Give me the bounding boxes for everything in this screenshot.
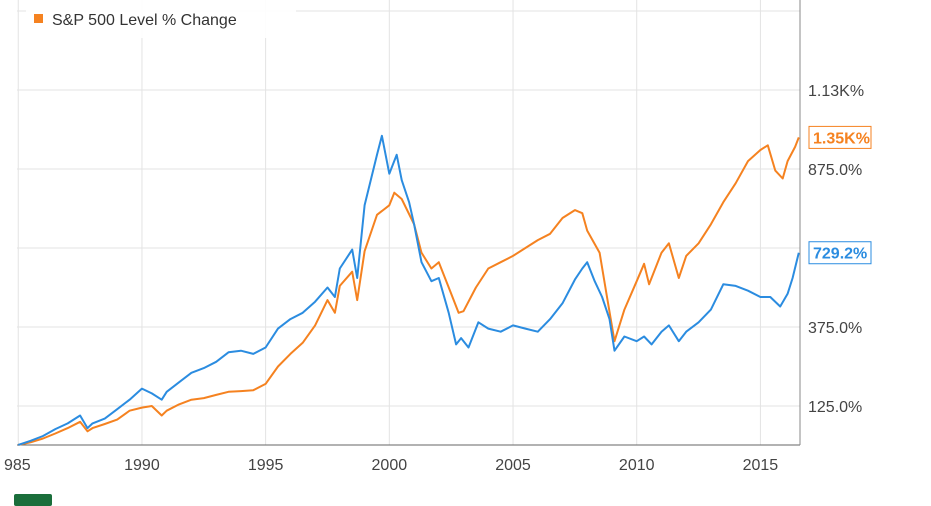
x-tick-label: 985 <box>4 457 31 474</box>
series-line-1 <box>17 134 800 446</box>
source-logo <box>14 494 52 506</box>
y-tick-labels: 125.0%375.0%625.0%875.0%1.13K% <box>808 83 864 416</box>
y-tick-label: 1.13K% <box>808 83 864 100</box>
end-label-box <box>808 241 872 265</box>
series-line-0 <box>17 137 800 446</box>
y-tick-label: 875.0% <box>808 162 862 179</box>
end-value-label: 1.35K% <box>813 130 870 147</box>
x-tick-label: 2010 <box>619 457 655 474</box>
legend-swatch <box>34 14 43 23</box>
legend-label: S&P 500 Level % Change <box>52 12 237 29</box>
x-tick-label: 2015 <box>743 457 779 474</box>
y-tick-label: 125.0% <box>808 399 862 416</box>
x-tick-label: 1995 <box>248 457 284 474</box>
end-value-labels: 1.35K% 729.2% <box>808 125 872 265</box>
x-tick-label: 2005 <box>495 457 531 474</box>
x-tick-label: 2000 <box>372 457 408 474</box>
x-tick-label: 1990 <box>124 457 160 474</box>
vertical-gridlines <box>17 0 761 445</box>
end-label-box <box>808 125 872 149</box>
series-layer <box>17 134 800 446</box>
x-tick-labels: 985 1990 1995 2000 2005 2010 2015 <box>4 457 778 474</box>
legend-background <box>26 0 296 38</box>
end-value-label: 729.2% <box>813 246 867 263</box>
horizontal-gridlines <box>17 10 800 407</box>
legend: S&P 500 Level % Change <box>26 0 296 38</box>
y-tick-label: 375.0% <box>808 320 862 337</box>
